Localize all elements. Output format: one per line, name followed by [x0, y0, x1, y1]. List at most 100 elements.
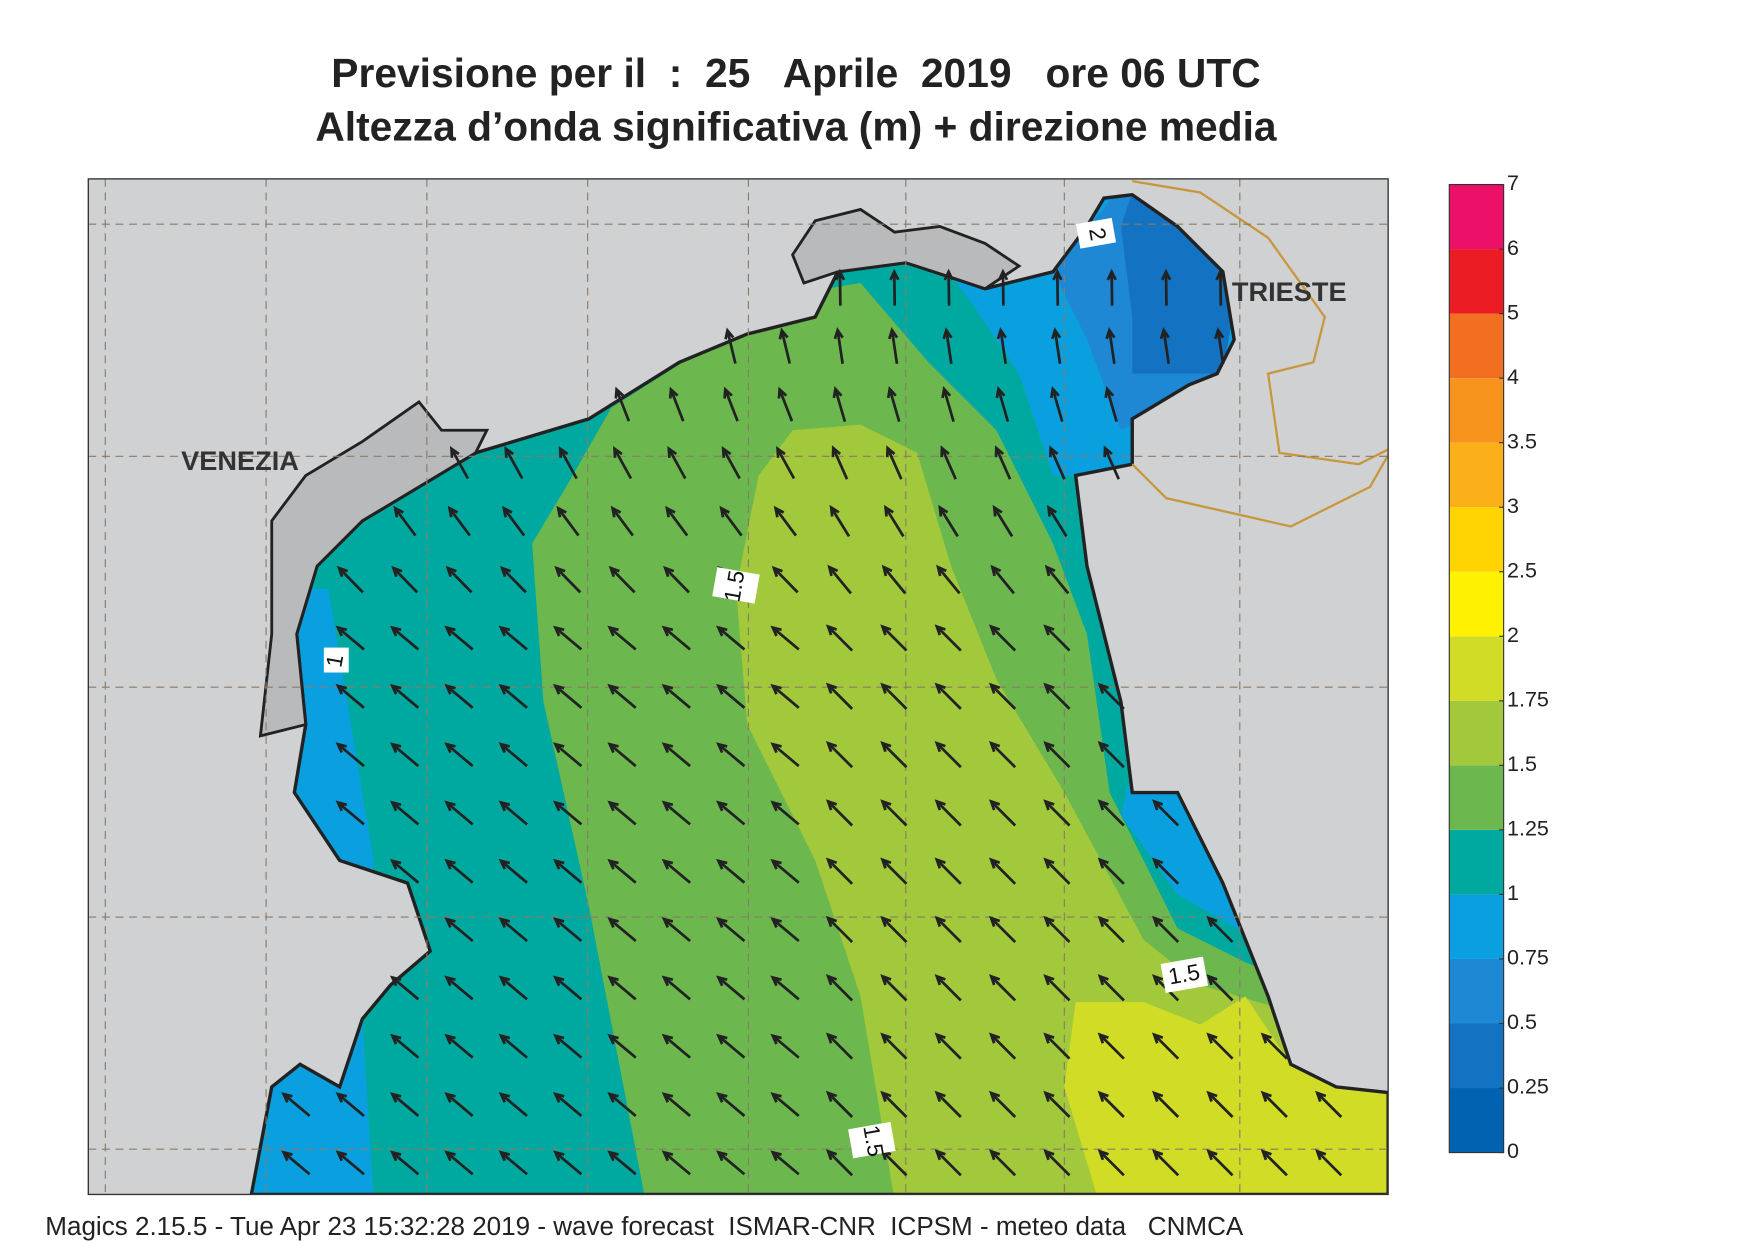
wave-arrow: [778, 327, 792, 364]
wave-arrow: [336, 565, 364, 594]
wave-arrow: [1043, 974, 1071, 1002]
wave-arrow: [613, 446, 633, 480]
wave-arrow: [770, 917, 800, 943]
wave-arrow: [665, 505, 689, 537]
colorbar-label: 3: [1507, 494, 1519, 518]
wave-arrow: [988, 915, 1017, 944]
wave-arrow: [1097, 1149, 1125, 1177]
contour-label-box: [323, 647, 349, 673]
wave-arrow: [1152, 857, 1180, 885]
wave-arrow: [502, 505, 526, 537]
wave-arrow: [770, 1092, 800, 1117]
wave-arrow: [934, 682, 962, 710]
wave-arrow: [607, 683, 637, 709]
wave-arrow: [552, 858, 583, 884]
wave-arrow: [770, 1033, 800, 1059]
wave-arrow: [716, 683, 746, 709]
title-line-2: Altezza d’onda significativa (m) + direz…: [315, 103, 1277, 149]
wave-arrow: [661, 858, 691, 884]
wave-arrow: [389, 1033, 420, 1059]
lagoon: [258, 400, 490, 738]
wave-arrow: [608, 565, 636, 594]
border: [1131, 180, 1389, 528]
wave-arrow: [1097, 974, 1125, 1002]
wave-arrow: [1043, 857, 1071, 885]
wave-arrow: [716, 1033, 746, 1059]
wave-arrow: [1206, 1032, 1234, 1060]
wave-arrow: [880, 1032, 908, 1060]
wave-arrow: [444, 975, 474, 1001]
wave-arrow: [444, 1033, 474, 1059]
wave-arrow: [552, 742, 583, 768]
wave-arrow: [607, 800, 637, 826]
contour-label-box: [848, 1121, 896, 1159]
colorbar-band: [1449, 829, 1504, 895]
wave-arrow: [499, 565, 527, 594]
wave-arrow: [1206, 1149, 1234, 1177]
contour-label: 2: [1084, 226, 1111, 243]
wave-arrow: [1152, 799, 1180, 827]
wave-arrow: [1159, 327, 1171, 365]
wave-arrow: [444, 800, 474, 826]
colorbar-label: 1.75: [1507, 688, 1549, 712]
wave-arrow: [934, 624, 962, 652]
wave-arrow: [716, 975, 746, 1001]
wave-arrow: [988, 799, 1017, 827]
wave-arrow: [498, 1033, 528, 1059]
wave-arrow: [661, 1150, 691, 1176]
wave-arrow: [988, 974, 1017, 1002]
wave-arrow: [880, 624, 908, 652]
sea-zone: [735, 424, 1389, 1195]
wave-arrow: [552, 917, 583, 943]
wave-arrow: [832, 386, 847, 423]
wave-arrow: [1043, 799, 1071, 827]
wave-arrow: [770, 683, 800, 709]
wave-arrow: [771, 565, 799, 594]
colorbar-label: 1.5: [1507, 752, 1537, 776]
wave-arrow: [827, 564, 852, 595]
wave-arrow: [716, 917, 746, 943]
wave-arrow: [831, 445, 849, 480]
colorbar-label: 2.5: [1507, 558, 1537, 582]
wave-arrow: [943, 268, 954, 306]
wave-arrow: [1206, 1090, 1234, 1118]
graticule-lines: [88, 178, 1389, 1195]
wave-arrow: [1260, 1090, 1288, 1118]
wave-arrow: [825, 857, 854, 885]
wave-arrow: [934, 799, 962, 827]
wave-arrow: [825, 799, 854, 827]
wave-arrow: [1152, 1090, 1180, 1118]
wave-arrow: [1043, 1149, 1071, 1177]
wave-arrow: [335, 625, 365, 651]
wave-arrow: [281, 1150, 311, 1176]
wave-arrow: [389, 1150, 420, 1176]
city-label: TRIESTE: [1232, 276, 1347, 307]
wave-arrow: [1104, 386, 1118, 423]
wave-arrow: [1044, 564, 1070, 595]
wave-arrow: [498, 800, 528, 826]
wave-arrow: [934, 857, 962, 885]
wave-arrow: [776, 446, 796, 480]
wave-arrow: [498, 858, 528, 884]
wave-arrow: [716, 625, 746, 651]
wave-arrow: [825, 624, 854, 652]
wave-arrow: [825, 1149, 854, 1177]
wave-arrow: [825, 915, 854, 944]
wave-arrow: [389, 742, 420, 768]
contour-label-group: 2 1.5 1 1.5 1.5: [321, 217, 1209, 1159]
wave-arrow: [716, 858, 746, 884]
wave-arrow: [552, 1150, 583, 1176]
wave-arrow: [716, 1092, 746, 1117]
wave-arrow: [934, 1090, 962, 1118]
wave-arrow: [444, 1150, 474, 1176]
colorbar-label: 5: [1507, 300, 1519, 324]
wave-arrow: [1043, 682, 1071, 710]
wave-arrow: [716, 742, 746, 768]
colorbar-band: [1449, 249, 1504, 314]
wave-arrow: [552, 800, 583, 826]
wave-arrow: [498, 1092, 528, 1117]
wave-arrow: [552, 625, 583, 651]
wave-arrow: [880, 857, 908, 885]
wave-arrow: [1260, 1032, 1288, 1060]
